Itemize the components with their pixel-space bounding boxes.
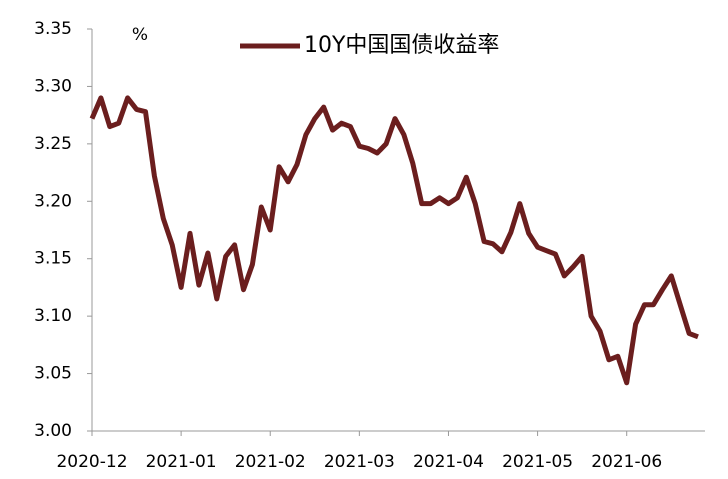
y-tick-label: 3.15 [34,249,72,269]
x-tick-label: 2021-03 [324,452,395,472]
y-tick-label: 3.30 [34,76,72,96]
x-tick-label: 2021-05 [502,452,573,472]
y-tick-label: 3.35 [34,19,72,39]
y-tick-label: 3.25 [34,134,72,154]
x-tick-label: 2020-12 [56,452,127,472]
y-tick-label: 3.10 [34,306,72,326]
x-tick-label: 2021-04 [413,452,484,472]
x-tick-label: 2021-02 [235,452,306,472]
y-tick-label: 3.00 [34,421,72,441]
y-tick-label: 3.20 [34,191,72,211]
series-line [89,95,699,386]
x-tick-label: 2021-06 [591,452,662,472]
y-tick-label: 3.05 [34,364,72,384]
legend-label: 10Y中国国债收益率 [304,33,499,58]
x-tick-label: 2021-01 [146,452,217,472]
unit-label: % [132,25,148,45]
